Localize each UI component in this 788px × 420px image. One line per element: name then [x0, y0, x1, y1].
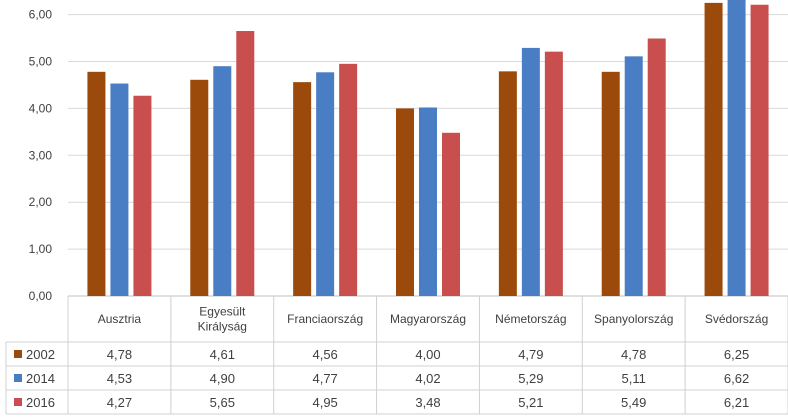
data-label: 4,53 — [107, 371, 132, 386]
data-label: 4,27 — [107, 395, 132, 410]
bar-2014 — [419, 107, 437, 296]
data-label: 4,00 — [415, 347, 440, 362]
bar-2014 — [624, 56, 643, 296]
legend-swatch-2016 — [14, 398, 22, 406]
data-label: 4,78 — [107, 347, 132, 362]
bar-2016 — [339, 63, 358, 296]
legend-label: 2002 — [26, 347, 55, 362]
bar-2014 — [521, 47, 540, 296]
bar-2002 — [87, 71, 106, 297]
data-label: 4,95 — [312, 395, 337, 410]
x-category-label: Spanyolország — [594, 312, 673, 326]
bar-2002 — [601, 71, 620, 297]
y-tick-label: 3,00 — [29, 148, 53, 162]
y-tick-label: 0,00 — [29, 289, 53, 303]
bar-2016 — [544, 51, 563, 296]
x-category-label: Egyesült Királyság — [198, 305, 247, 334]
bars — [87, 0, 769, 297]
x-category-label: Ausztria — [98, 312, 142, 326]
data-label: 4,56 — [312, 347, 337, 362]
data-label: 5,29 — [518, 371, 543, 386]
y-tick-label: 4,00 — [29, 101, 53, 115]
data-label: 4,90 — [210, 371, 235, 386]
y-tick-label: 5,00 — [29, 55, 53, 69]
legend-swatch-2014 — [14, 374, 22, 382]
bar-2002 — [396, 108, 414, 297]
data-label: 6,21 — [724, 395, 749, 410]
x-category-label: Franciaország — [287, 312, 363, 326]
data-label: 4,78 — [621, 347, 646, 362]
bar-2014 — [110, 83, 129, 296]
bar-2016 — [750, 4, 769, 296]
data-label: 5,49 — [621, 395, 646, 410]
bar-2014 — [727, 0, 746, 296]
data-label: 4,77 — [312, 371, 337, 386]
bar-2002 — [704, 2, 723, 296]
data-label: 4,79 — [518, 347, 543, 362]
bar-2014 — [213, 66, 232, 296]
legend-swatch-2002 — [14, 350, 22, 358]
bar-2002 — [498, 71, 517, 296]
y-tick-label: 6,00 — [29, 8, 53, 22]
data-label: 5,11 — [622, 371, 646, 386]
x-category-label: Magyarország — [390, 312, 466, 326]
data-label: 3,48 — [415, 395, 440, 410]
x-category-label: Németország — [495, 312, 566, 326]
bar-2016 — [236, 31, 255, 296]
x-category-label: Svédország — [705, 312, 768, 326]
bar-2002 — [190, 79, 209, 296]
bar-2014 — [316, 72, 335, 296]
bar-2016 — [133, 95, 152, 296]
y-tick-label: 2,00 — [29, 195, 53, 209]
data-label: 6,25 — [724, 347, 749, 362]
bar-2016 — [442, 132, 460, 296]
data-label: 6,62 — [724, 371, 749, 386]
data-label: 4,61 — [210, 347, 235, 362]
data-label: 5,65 — [210, 395, 235, 410]
data-label: 4,02 — [415, 371, 440, 386]
bar-2016 — [647, 38, 666, 296]
legend-label: 2016 — [26, 395, 55, 410]
legend-label: 2014 — [26, 371, 55, 386]
y-tick-label: 1,00 — [29, 242, 53, 256]
y-axis-ticks: 0,00 1,00 2,00 3,00 4,00 5,00 6,00 — [29, 8, 53, 303]
data-table: Ausztria Egyesült Királyság Franciaország Ma… — [5, 296, 788, 415]
data-label: 5,21 — [518, 395, 543, 410]
bar-2002 — [293, 82, 312, 296]
